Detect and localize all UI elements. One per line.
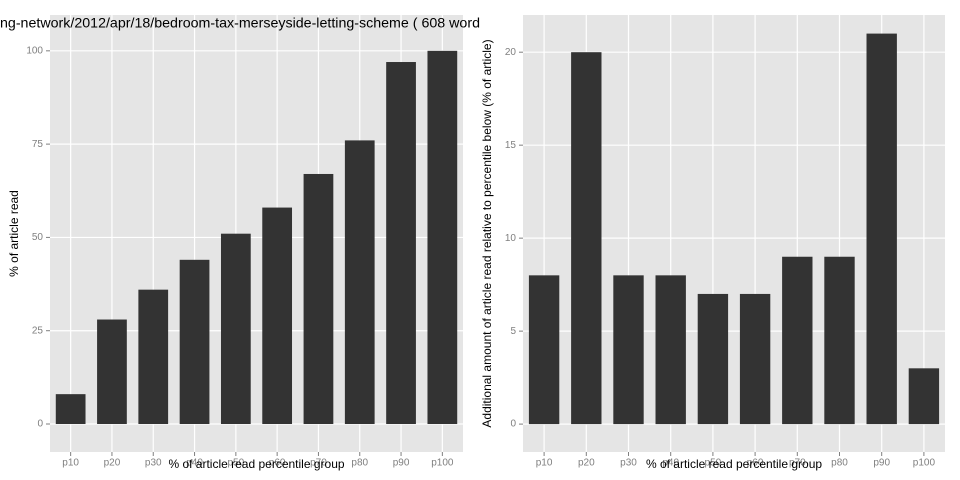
y-tick-label: 75: [32, 139, 44, 150]
bar: [220, 233, 251, 425]
x-tick-label: p80: [351, 458, 368, 469]
y-tick-label: 0: [510, 419, 516, 430]
x-tick-label: p100: [913, 458, 936, 469]
y-tick-label: 10: [505, 233, 517, 244]
bar: [179, 259, 210, 425]
bar: [386, 62, 416, 425]
x-tick-label: p30: [620, 458, 637, 469]
y-tick-label: 100: [26, 45, 43, 56]
x-tick-label: p30: [145, 458, 162, 469]
x-tick-label: p60: [269, 458, 286, 469]
bar: [528, 275, 560, 425]
x-axis-title: % of article read percentile group: [646, 457, 822, 471]
bar: [303, 173, 334, 425]
bar: [613, 275, 644, 425]
y-tick-label: 20: [505, 47, 517, 58]
x-tick-label: p40: [186, 458, 203, 469]
bar: [55, 394, 86, 425]
y-tick-label: 15: [505, 140, 517, 151]
bar: [344, 140, 375, 425]
x-tick-label: p90: [393, 458, 410, 469]
bar: [138, 289, 169, 425]
bar: [427, 50, 458, 425]
x-tick-label: p10: [62, 458, 79, 469]
x-tick-label: p50: [705, 458, 722, 469]
bar: [697, 293, 729, 425]
y-axis-title: % of article read: [7, 190, 21, 277]
bar: [782, 256, 813, 425]
x-tick-label: p90: [873, 458, 890, 469]
bar: [655, 275, 686, 425]
x-tick-label: p10: [536, 458, 553, 469]
x-tick-label: p70: [789, 458, 806, 469]
bar: [824, 256, 855, 425]
bar: [262, 207, 293, 425]
x-tick-label: p60: [747, 458, 764, 469]
bar: [866, 33, 897, 425]
y-tick-label: 25: [32, 325, 44, 336]
x-tick-label: p100: [431, 458, 454, 469]
bar: [908, 368, 940, 425]
bar: [571, 52, 602, 425]
bar: [97, 319, 127, 425]
x-tick-label: p20: [104, 458, 121, 469]
x-axis-title: % of article read percentile group: [168, 457, 344, 471]
y-tick-label: 0: [37, 419, 43, 430]
x-tick-label: p40: [662, 458, 679, 469]
x-tick-label: p50: [228, 458, 245, 469]
chart-title: ng-network/2012/apr/18/bedroom-tax-merse…: [0, 15, 480, 31]
x-tick-label: p20: [578, 458, 595, 469]
bar: [739, 293, 771, 425]
x-tick-label: p80: [831, 458, 848, 469]
y-tick-label: 50: [32, 232, 44, 243]
x-tick-label: p70: [310, 458, 327, 469]
y-axis-title: Additional amount of article read relati…: [480, 39, 494, 427]
y-tick-label: 5: [510, 326, 516, 337]
